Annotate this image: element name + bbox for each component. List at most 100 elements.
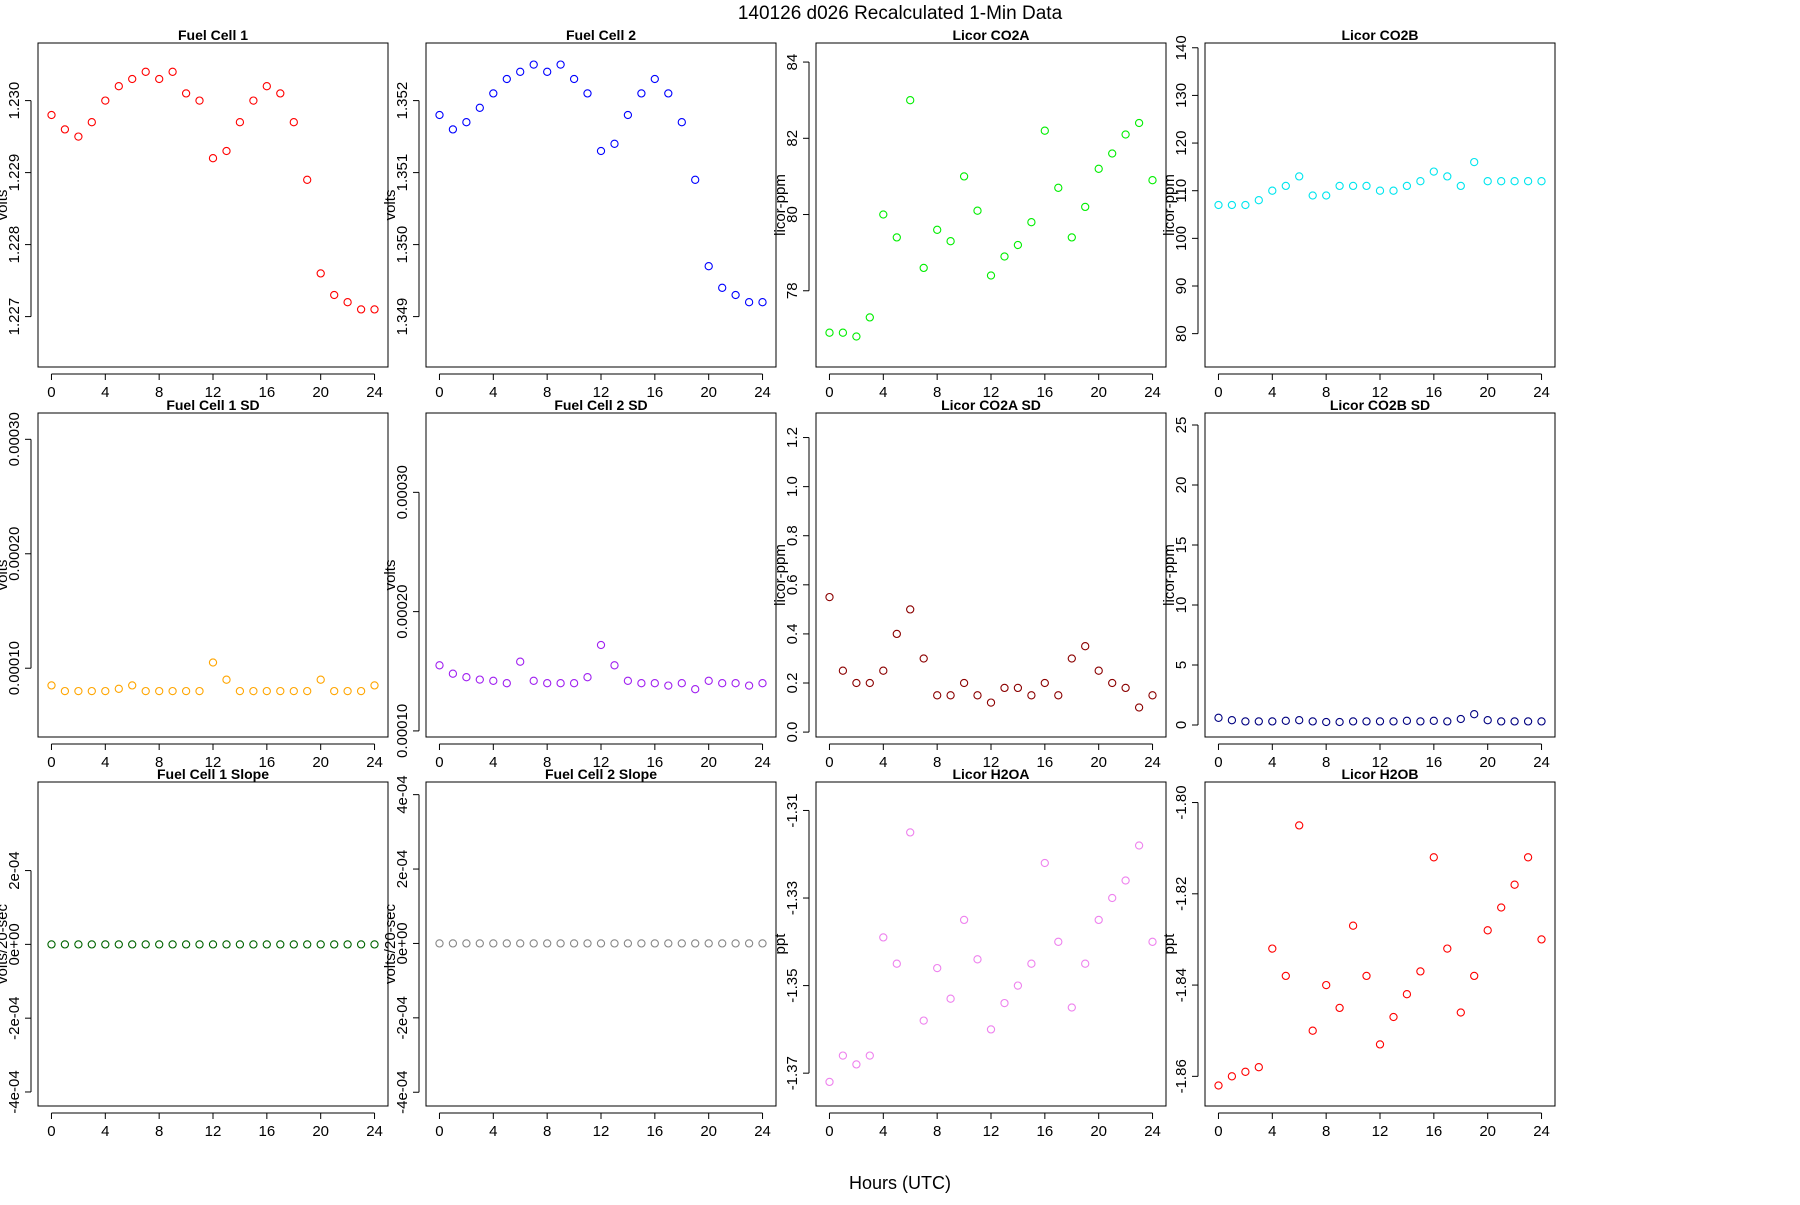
y-tick-label: 1.229 [6,154,23,192]
y-tick-label: 20 [1173,477,1190,494]
x-tick-label: 0 [435,384,443,401]
y-axis-label: licor-ppm [772,544,789,606]
data-point [1281,716,1290,725]
data-point [141,67,150,76]
data-point [691,685,700,694]
data-point [919,263,928,273]
data-point [704,939,713,948]
data-point [1295,821,1304,830]
plot-frame [425,781,777,1107]
data-point [946,691,955,700]
data-point [155,686,164,696]
x-tick-label: 4 [879,384,887,401]
x-tick-label: 8 [155,1123,163,1140]
panel-title: Fuel Cell 1 SD [166,397,259,413]
data-point [1281,181,1290,191]
data-point [1148,176,1157,185]
data-point [1308,1026,1317,1035]
x-tick-label: 8 [933,1123,941,1140]
x-tick-label: 12 [205,384,222,401]
data-point [1227,716,1237,725]
data-point [1362,181,1371,191]
plot-frame [425,412,777,738]
x-tick-label: 8 [1322,754,1330,771]
data-point [865,1051,874,1060]
panel-fuel-cell-1-slope: Fuel Cell 1 Slope 0 4 8 12 16 20 24 -4e-04 -2e-04… [0,766,389,1140]
data-point [87,940,96,949]
y-tick-label: 1.351 [394,154,411,192]
data-point [1040,126,1049,135]
data-point [529,60,538,69]
data-point [1322,717,1331,727]
data-point [852,678,861,688]
panel-title: Fuel Cell 2 [566,27,636,43]
data-point [303,686,312,696]
x-tick-label: 24 [754,754,771,771]
data-point [1214,200,1223,210]
y-tick-label: 2e-04 [6,851,23,889]
data-point [556,679,565,688]
data-point [1040,858,1049,868]
data-point [731,679,740,688]
data-point [235,940,245,949]
data-point [462,939,471,948]
data-point [155,74,164,84]
y-tick-label: 1.0 [784,476,801,497]
y-tick-label: -1.86 [1173,1059,1190,1093]
x-tick-label: 0 [47,1123,55,1140]
data-point [448,125,458,134]
data-point [1443,944,1452,953]
data-point [973,691,982,700]
x-tick-label: 16 [1037,754,1054,771]
y-tick-label: 25 [1173,417,1190,434]
data-point [249,940,258,949]
data-point [1348,717,1358,726]
data-point [1362,971,1371,981]
data-point [1416,967,1425,976]
data-point [569,679,579,688]
data-point [1389,186,1398,195]
data-point [1094,164,1103,173]
x-tick-label: 8 [543,384,551,401]
panel-title: Licor CO2B [1341,27,1418,43]
data-point [623,676,633,685]
y-tick-label: 1.349 [394,298,411,336]
x-tick-label: 24 [1144,1123,1161,1140]
data-point [677,939,686,948]
data-point [1027,218,1036,227]
data-point [303,940,312,949]
x-tick-label: 20 [1090,1123,1107,1140]
data-point [195,686,204,696]
data-point [1483,177,1492,186]
data-point [330,290,339,300]
data-point [650,679,659,688]
data-point [1335,181,1344,191]
y-tick-label: 0.4 [784,623,801,644]
data-point [1443,717,1452,726]
data-point [356,940,366,949]
panel-title: Licor CO2B SD [1330,397,1430,413]
data-point [596,939,606,948]
data-point [1456,181,1465,191]
data-point [1483,716,1492,725]
data-point [529,676,538,685]
data-point [744,681,754,690]
plot-frame [425,42,777,368]
data-point [114,82,123,91]
data-point [933,225,942,234]
data-point [128,940,137,949]
data-point [60,940,70,949]
y-tick-label: 82 [784,130,801,147]
data-point [1335,717,1344,727]
data-point [1013,683,1023,693]
data-point [1013,240,1023,250]
data-point [1027,691,1036,700]
x-tick-label: 0 [825,754,833,771]
panel-title: Fuel Cell 1 Slope [157,766,269,782]
data-point [1094,666,1103,675]
x-tick-label: 16 [647,1123,664,1140]
data-point [677,679,686,688]
data-point [489,89,498,98]
data-point [47,940,56,949]
data-point [1227,1072,1237,1081]
